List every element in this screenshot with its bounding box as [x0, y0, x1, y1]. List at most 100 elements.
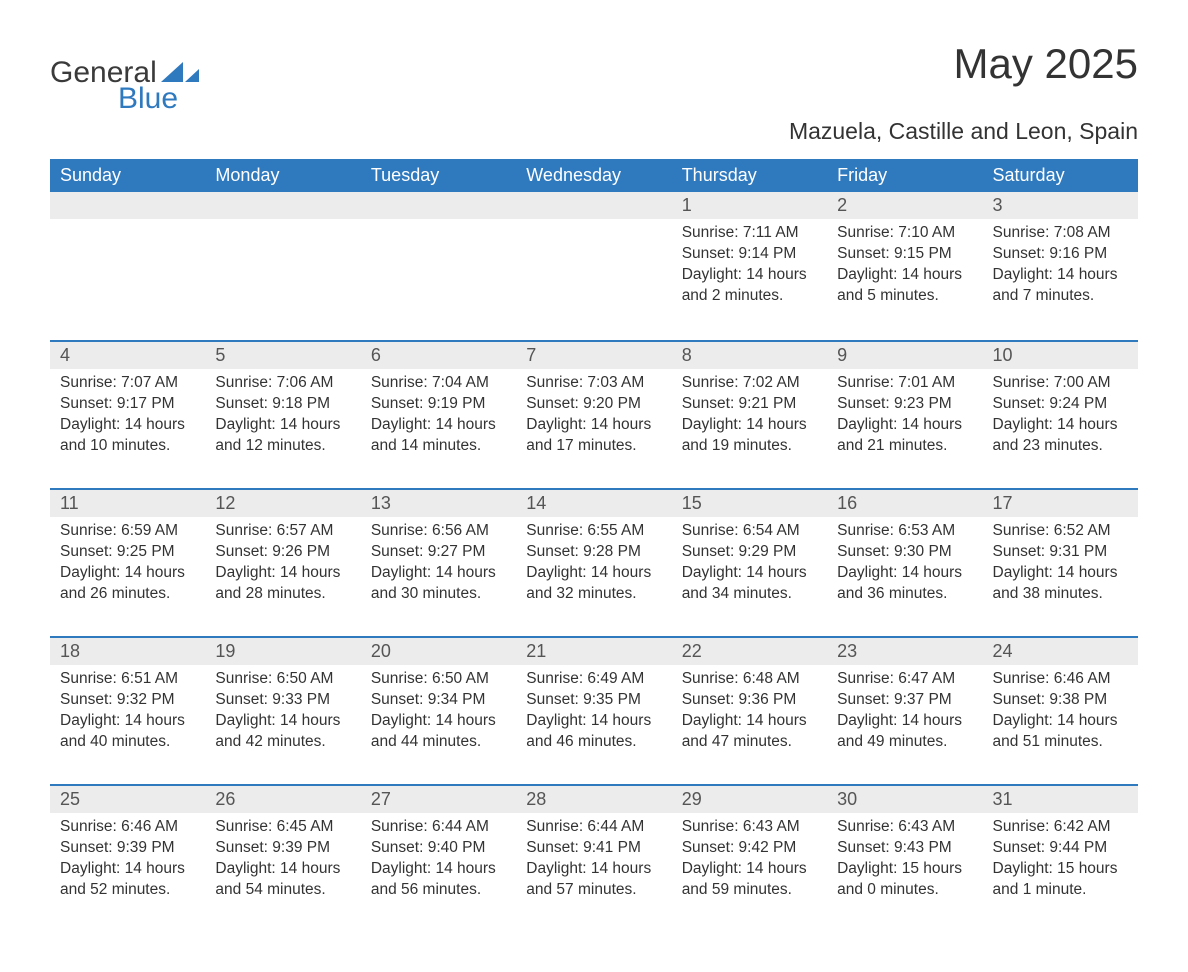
- day-header-row: SundayMondayTuesdayWednesdayThursdayFrid…: [50, 159, 1138, 192]
- sunset-line: Sunset: 9:15 PM: [837, 244, 972, 265]
- day-details: Sunrise: 7:07 AMSunset: 9:17 PMDaylight:…: [50, 369, 205, 461]
- day-number: 9: [827, 340, 982, 369]
- daylight-line: Daylight: 15 hours and 1 minute.: [993, 859, 1128, 901]
- day-number: 27: [361, 784, 516, 813]
- day-details: [516, 219, 671, 227]
- day-number: 16: [827, 488, 982, 517]
- day-details: Sunrise: 6:57 AMSunset: 9:26 PMDaylight:…: [205, 517, 360, 609]
- sunrise-line: Sunrise: 6:53 AM: [837, 521, 972, 542]
- day-details: Sunrise: 7:10 AMSunset: 9:15 PMDaylight:…: [827, 219, 982, 311]
- sunrise-line: Sunrise: 6:45 AM: [215, 817, 350, 838]
- sunset-line: Sunset: 9:37 PM: [837, 690, 972, 711]
- day-number: [205, 192, 360, 219]
- sunset-line: Sunset: 9:32 PM: [60, 690, 195, 711]
- sunset-line: Sunset: 9:26 PM: [215, 542, 350, 563]
- daylight-line: Daylight: 14 hours and 12 minutes.: [215, 415, 350, 457]
- daylight-line: Daylight: 14 hours and 51 minutes.: [993, 711, 1128, 753]
- day-number: 18: [50, 636, 205, 665]
- sunset-line: Sunset: 9:43 PM: [837, 838, 972, 859]
- day-number: [50, 192, 205, 219]
- day-cell: 13Sunrise: 6:56 AMSunset: 9:27 PMDayligh…: [361, 488, 516, 636]
- day-cell: 28Sunrise: 6:44 AMSunset: 9:41 PMDayligh…: [516, 784, 671, 932]
- sunset-line: Sunset: 9:17 PM: [60, 394, 195, 415]
- sunset-line: Sunset: 9:28 PM: [526, 542, 661, 563]
- day-number: 13: [361, 488, 516, 517]
- day-details: Sunrise: 6:51 AMSunset: 9:32 PMDaylight:…: [50, 665, 205, 757]
- day-cell: 27Sunrise: 6:44 AMSunset: 9:40 PMDayligh…: [361, 784, 516, 932]
- daylight-line: Daylight: 14 hours and 52 minutes.: [60, 859, 195, 901]
- sunrise-line: Sunrise: 6:43 AM: [682, 817, 817, 838]
- daylight-line: Daylight: 14 hours and 23 minutes.: [993, 415, 1128, 457]
- day-cell: [361, 192, 516, 340]
- day-cell: 29Sunrise: 6:43 AMSunset: 9:42 PMDayligh…: [672, 784, 827, 932]
- daylight-line: Daylight: 14 hours and 26 minutes.: [60, 563, 195, 605]
- day-details: Sunrise: 7:03 AMSunset: 9:20 PMDaylight:…: [516, 369, 671, 461]
- day-cell: [50, 192, 205, 340]
- day-number: 17: [983, 488, 1138, 517]
- day-cell: 23Sunrise: 6:47 AMSunset: 9:37 PMDayligh…: [827, 636, 982, 784]
- week-row: 11Sunrise: 6:59 AMSunset: 9:25 PMDayligh…: [50, 488, 1138, 636]
- day-details: Sunrise: 6:54 AMSunset: 9:29 PMDaylight:…: [672, 517, 827, 609]
- day-number: 6: [361, 340, 516, 369]
- sunset-line: Sunset: 9:31 PM: [993, 542, 1128, 563]
- day-number: 5: [205, 340, 360, 369]
- day-number: 30: [827, 784, 982, 813]
- day-cell: 24Sunrise: 6:46 AMSunset: 9:38 PMDayligh…: [983, 636, 1138, 784]
- daylight-line: Daylight: 15 hours and 0 minutes.: [837, 859, 972, 901]
- logo: General Blue: [50, 40, 199, 114]
- day-cell: 3Sunrise: 7:08 AMSunset: 9:16 PMDaylight…: [983, 192, 1138, 340]
- sunrise-line: Sunrise: 6:48 AM: [682, 669, 817, 690]
- week-row: 1Sunrise: 7:11 AMSunset: 9:14 PMDaylight…: [50, 192, 1138, 340]
- calendar-page: General Blue May 2025 Mazuela, Castille …: [0, 0, 1188, 972]
- sunrise-line: Sunrise: 7:03 AM: [526, 373, 661, 394]
- day-details: Sunrise: 7:01 AMSunset: 9:23 PMDaylight:…: [827, 369, 982, 461]
- day-number: 1: [672, 192, 827, 219]
- day-number: [361, 192, 516, 219]
- day-cell: 4Sunrise: 7:07 AMSunset: 9:17 PMDaylight…: [50, 340, 205, 488]
- sunset-line: Sunset: 9:41 PM: [526, 838, 661, 859]
- sunset-line: Sunset: 9:39 PM: [215, 838, 350, 859]
- page-subtitle: Mazuela, Castille and Leon, Spain: [50, 118, 1138, 145]
- sunrise-line: Sunrise: 6:55 AM: [526, 521, 661, 542]
- day-number: 24: [983, 636, 1138, 665]
- day-number: [516, 192, 671, 219]
- sunrise-line: Sunrise: 6:43 AM: [837, 817, 972, 838]
- day-number: 8: [672, 340, 827, 369]
- day-header: Thursday: [672, 159, 827, 192]
- daylight-line: Daylight: 14 hours and 17 minutes.: [526, 415, 661, 457]
- daylight-line: Daylight: 14 hours and 2 minutes.: [682, 265, 817, 307]
- day-cell: 17Sunrise: 6:52 AMSunset: 9:31 PMDayligh…: [983, 488, 1138, 636]
- day-number: 10: [983, 340, 1138, 369]
- day-header: Monday: [205, 159, 360, 192]
- day-details: Sunrise: 7:06 AMSunset: 9:18 PMDaylight:…: [205, 369, 360, 461]
- header-row: General Blue May 2025: [50, 40, 1138, 114]
- day-number: 25: [50, 784, 205, 813]
- sunrise-line: Sunrise: 6:56 AM: [371, 521, 506, 542]
- sunrise-line: Sunrise: 6:44 AM: [526, 817, 661, 838]
- day-details: [361, 219, 516, 227]
- day-cell: 11Sunrise: 6:59 AMSunset: 9:25 PMDayligh…: [50, 488, 205, 636]
- day-details: Sunrise: 7:11 AMSunset: 9:14 PMDaylight:…: [672, 219, 827, 311]
- day-details: Sunrise: 7:02 AMSunset: 9:21 PMDaylight:…: [672, 369, 827, 461]
- day-details: Sunrise: 6:43 AMSunset: 9:42 PMDaylight:…: [672, 813, 827, 905]
- sunset-line: Sunset: 9:23 PM: [837, 394, 972, 415]
- daylight-line: Daylight: 14 hours and 54 minutes.: [215, 859, 350, 901]
- day-header: Wednesday: [516, 159, 671, 192]
- day-details: Sunrise: 6:43 AMSunset: 9:43 PMDaylight:…: [827, 813, 982, 905]
- calendar-table: SundayMondayTuesdayWednesdayThursdayFrid…: [50, 159, 1138, 932]
- day-details: Sunrise: 6:53 AMSunset: 9:30 PMDaylight:…: [827, 517, 982, 609]
- sunrise-line: Sunrise: 6:46 AM: [993, 669, 1128, 690]
- sunrise-line: Sunrise: 7:11 AM: [682, 223, 817, 244]
- day-details: Sunrise: 7:00 AMSunset: 9:24 PMDaylight:…: [983, 369, 1138, 461]
- day-cell: 18Sunrise: 6:51 AMSunset: 9:32 PMDayligh…: [50, 636, 205, 784]
- day-number: 2: [827, 192, 982, 219]
- sunset-line: Sunset: 9:20 PM: [526, 394, 661, 415]
- day-cell: 30Sunrise: 6:43 AMSunset: 9:43 PMDayligh…: [827, 784, 982, 932]
- day-number: 31: [983, 784, 1138, 813]
- day-cell: 2Sunrise: 7:10 AMSunset: 9:15 PMDaylight…: [827, 192, 982, 340]
- sunrise-line: Sunrise: 7:08 AM: [993, 223, 1128, 244]
- sunrise-line: Sunrise: 7:01 AM: [837, 373, 972, 394]
- day-number: 26: [205, 784, 360, 813]
- day-header: Tuesday: [361, 159, 516, 192]
- day-number: 22: [672, 636, 827, 665]
